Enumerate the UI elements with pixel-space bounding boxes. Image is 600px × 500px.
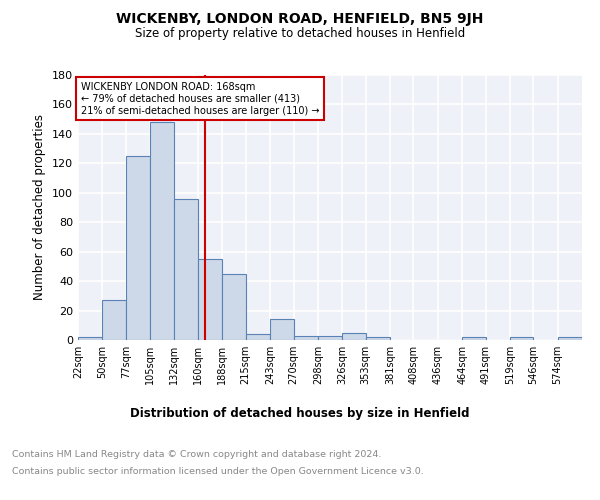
Y-axis label: Number of detached properties: Number of detached properties <box>34 114 46 300</box>
Text: WICKENBY, LONDON ROAD, HENFIELD, BN5 9JH: WICKENBY, LONDON ROAD, HENFIELD, BN5 9JH <box>116 12 484 26</box>
Bar <box>198 259 222 340</box>
Bar <box>293 336 318 340</box>
Bar <box>173 198 198 340</box>
Text: Contains public sector information licensed under the Open Government Licence v3: Contains public sector information licen… <box>12 468 424 476</box>
Text: Contains HM Land Registry data © Crown copyright and database right 2024.: Contains HM Land Registry data © Crown c… <box>12 450 382 459</box>
Bar <box>78 337 103 340</box>
Text: WICKENBY LONDON ROAD: 168sqm
← 79% of detached houses are smaller (413)
21% of s: WICKENBY LONDON ROAD: 168sqm ← 79% of de… <box>80 82 319 116</box>
Bar <box>150 122 173 340</box>
Bar <box>342 332 365 340</box>
Bar <box>462 337 485 340</box>
Bar <box>557 337 582 340</box>
Text: Size of property relative to detached houses in Henfield: Size of property relative to detached ho… <box>135 28 465 40</box>
Bar <box>510 337 533 340</box>
Bar <box>365 337 390 340</box>
Bar <box>318 336 342 340</box>
Bar <box>126 156 150 340</box>
Bar <box>246 334 270 340</box>
Bar <box>222 274 246 340</box>
Bar <box>103 300 126 340</box>
Bar <box>270 320 293 340</box>
Text: Distribution of detached houses by size in Henfield: Distribution of detached houses by size … <box>130 408 470 420</box>
